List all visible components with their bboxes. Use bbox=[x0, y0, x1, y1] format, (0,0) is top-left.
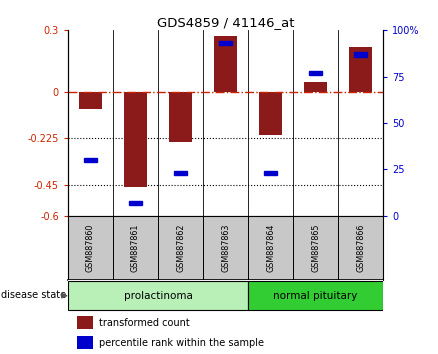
Text: transformed count: transformed count bbox=[99, 318, 190, 328]
Text: GSM887860: GSM887860 bbox=[86, 224, 95, 272]
Bar bbox=[124, 92, 147, 187]
Bar bbox=[84, 158, 97, 162]
Bar bbox=[78, 336, 93, 349]
Bar bbox=[219, 41, 232, 45]
Bar bbox=[113, 216, 158, 280]
Text: GSM887861: GSM887861 bbox=[131, 224, 140, 272]
Bar bbox=[248, 216, 293, 280]
Text: disease state: disease state bbox=[0, 290, 66, 300]
Bar bbox=[174, 171, 187, 175]
Bar bbox=[169, 92, 192, 142]
Text: GSM887863: GSM887863 bbox=[221, 224, 230, 272]
Bar bbox=[354, 52, 367, 57]
Bar bbox=[338, 216, 383, 280]
Text: prolactinoma: prolactinoma bbox=[124, 291, 192, 301]
Text: percentile rank within the sample: percentile rank within the sample bbox=[99, 338, 265, 348]
Bar bbox=[248, 281, 383, 310]
Bar bbox=[264, 171, 277, 175]
Bar bbox=[259, 92, 282, 135]
Bar bbox=[79, 92, 102, 109]
Bar bbox=[68, 216, 113, 280]
Text: GSM887865: GSM887865 bbox=[311, 223, 320, 272]
Title: GDS4859 / 41146_at: GDS4859 / 41146_at bbox=[157, 16, 294, 29]
Text: normal pituitary: normal pituitary bbox=[273, 291, 358, 301]
Text: GSM887862: GSM887862 bbox=[176, 223, 185, 272]
Bar bbox=[78, 316, 93, 329]
Bar bbox=[304, 82, 327, 92]
Bar bbox=[68, 281, 248, 310]
Bar bbox=[309, 70, 322, 75]
Bar bbox=[293, 216, 338, 280]
Bar bbox=[214, 36, 237, 92]
Text: GSM887864: GSM887864 bbox=[266, 224, 275, 272]
Bar bbox=[129, 201, 142, 205]
Bar bbox=[203, 216, 248, 280]
Text: GSM887866: GSM887866 bbox=[356, 224, 365, 272]
Bar bbox=[350, 47, 372, 92]
Bar bbox=[158, 216, 203, 280]
